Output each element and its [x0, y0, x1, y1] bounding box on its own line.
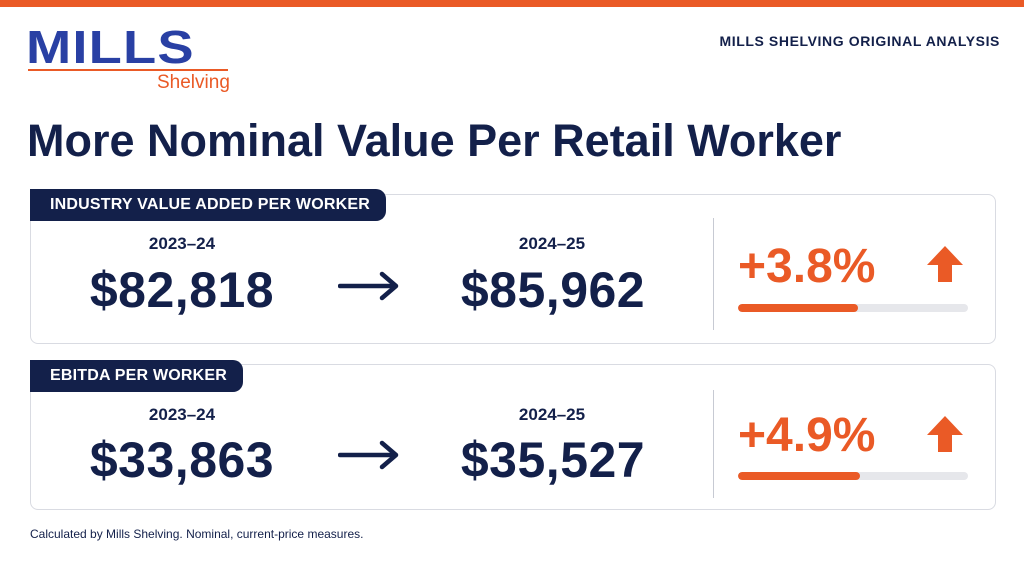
to-value: $35,527	[460, 432, 646, 488]
footnote: Calculated by Mills Shelving. Nominal, c…	[30, 527, 364, 541]
logo-wordmark: MILLS	[26, 21, 195, 73]
percent-change: +4.9%	[738, 409, 876, 462]
arrow-up-icon	[927, 246, 963, 282]
logo-subtitle: Shelving	[157, 72, 230, 93]
percent-change: +3.8%	[738, 240, 876, 293]
arrow-right-icon	[338, 271, 399, 301]
card-divider	[713, 390, 714, 498]
from-value: $82,818	[89, 262, 275, 318]
metric-label: INDUSTRY VALUE ADDED PER WORKER	[30, 189, 386, 221]
card-divider	[713, 218, 714, 330]
to-period: 2024–25	[518, 234, 586, 253]
analysis-tag: MILLS SHELVING ORIGINAL ANALYSIS	[719, 33, 1000, 49]
top-accent-bar	[0, 0, 1024, 7]
change-bar-fill	[738, 304, 858, 312]
from-value: $33,863	[89, 432, 275, 488]
logo-rule	[28, 69, 228, 71]
arrow-up-icon	[927, 416, 963, 452]
metric-label: EBITDA PER WORKER	[30, 360, 244, 392]
to-period: 2024–25	[518, 405, 586, 424]
change-bar-track	[738, 472, 968, 480]
from-period: 2023–24	[148, 405, 216, 424]
to-value: $85,962	[460, 262, 646, 318]
arrow-right-icon	[338, 440, 399, 470]
mills-shelving-logo: MILLS Shelving	[26, 21, 232, 95]
change-bar-fill	[738, 472, 860, 480]
from-period: 2023–24	[148, 234, 216, 253]
page-title: More Nominal Value Per Retail Worker	[27, 115, 842, 166]
change-bar-track	[738, 304, 968, 312]
